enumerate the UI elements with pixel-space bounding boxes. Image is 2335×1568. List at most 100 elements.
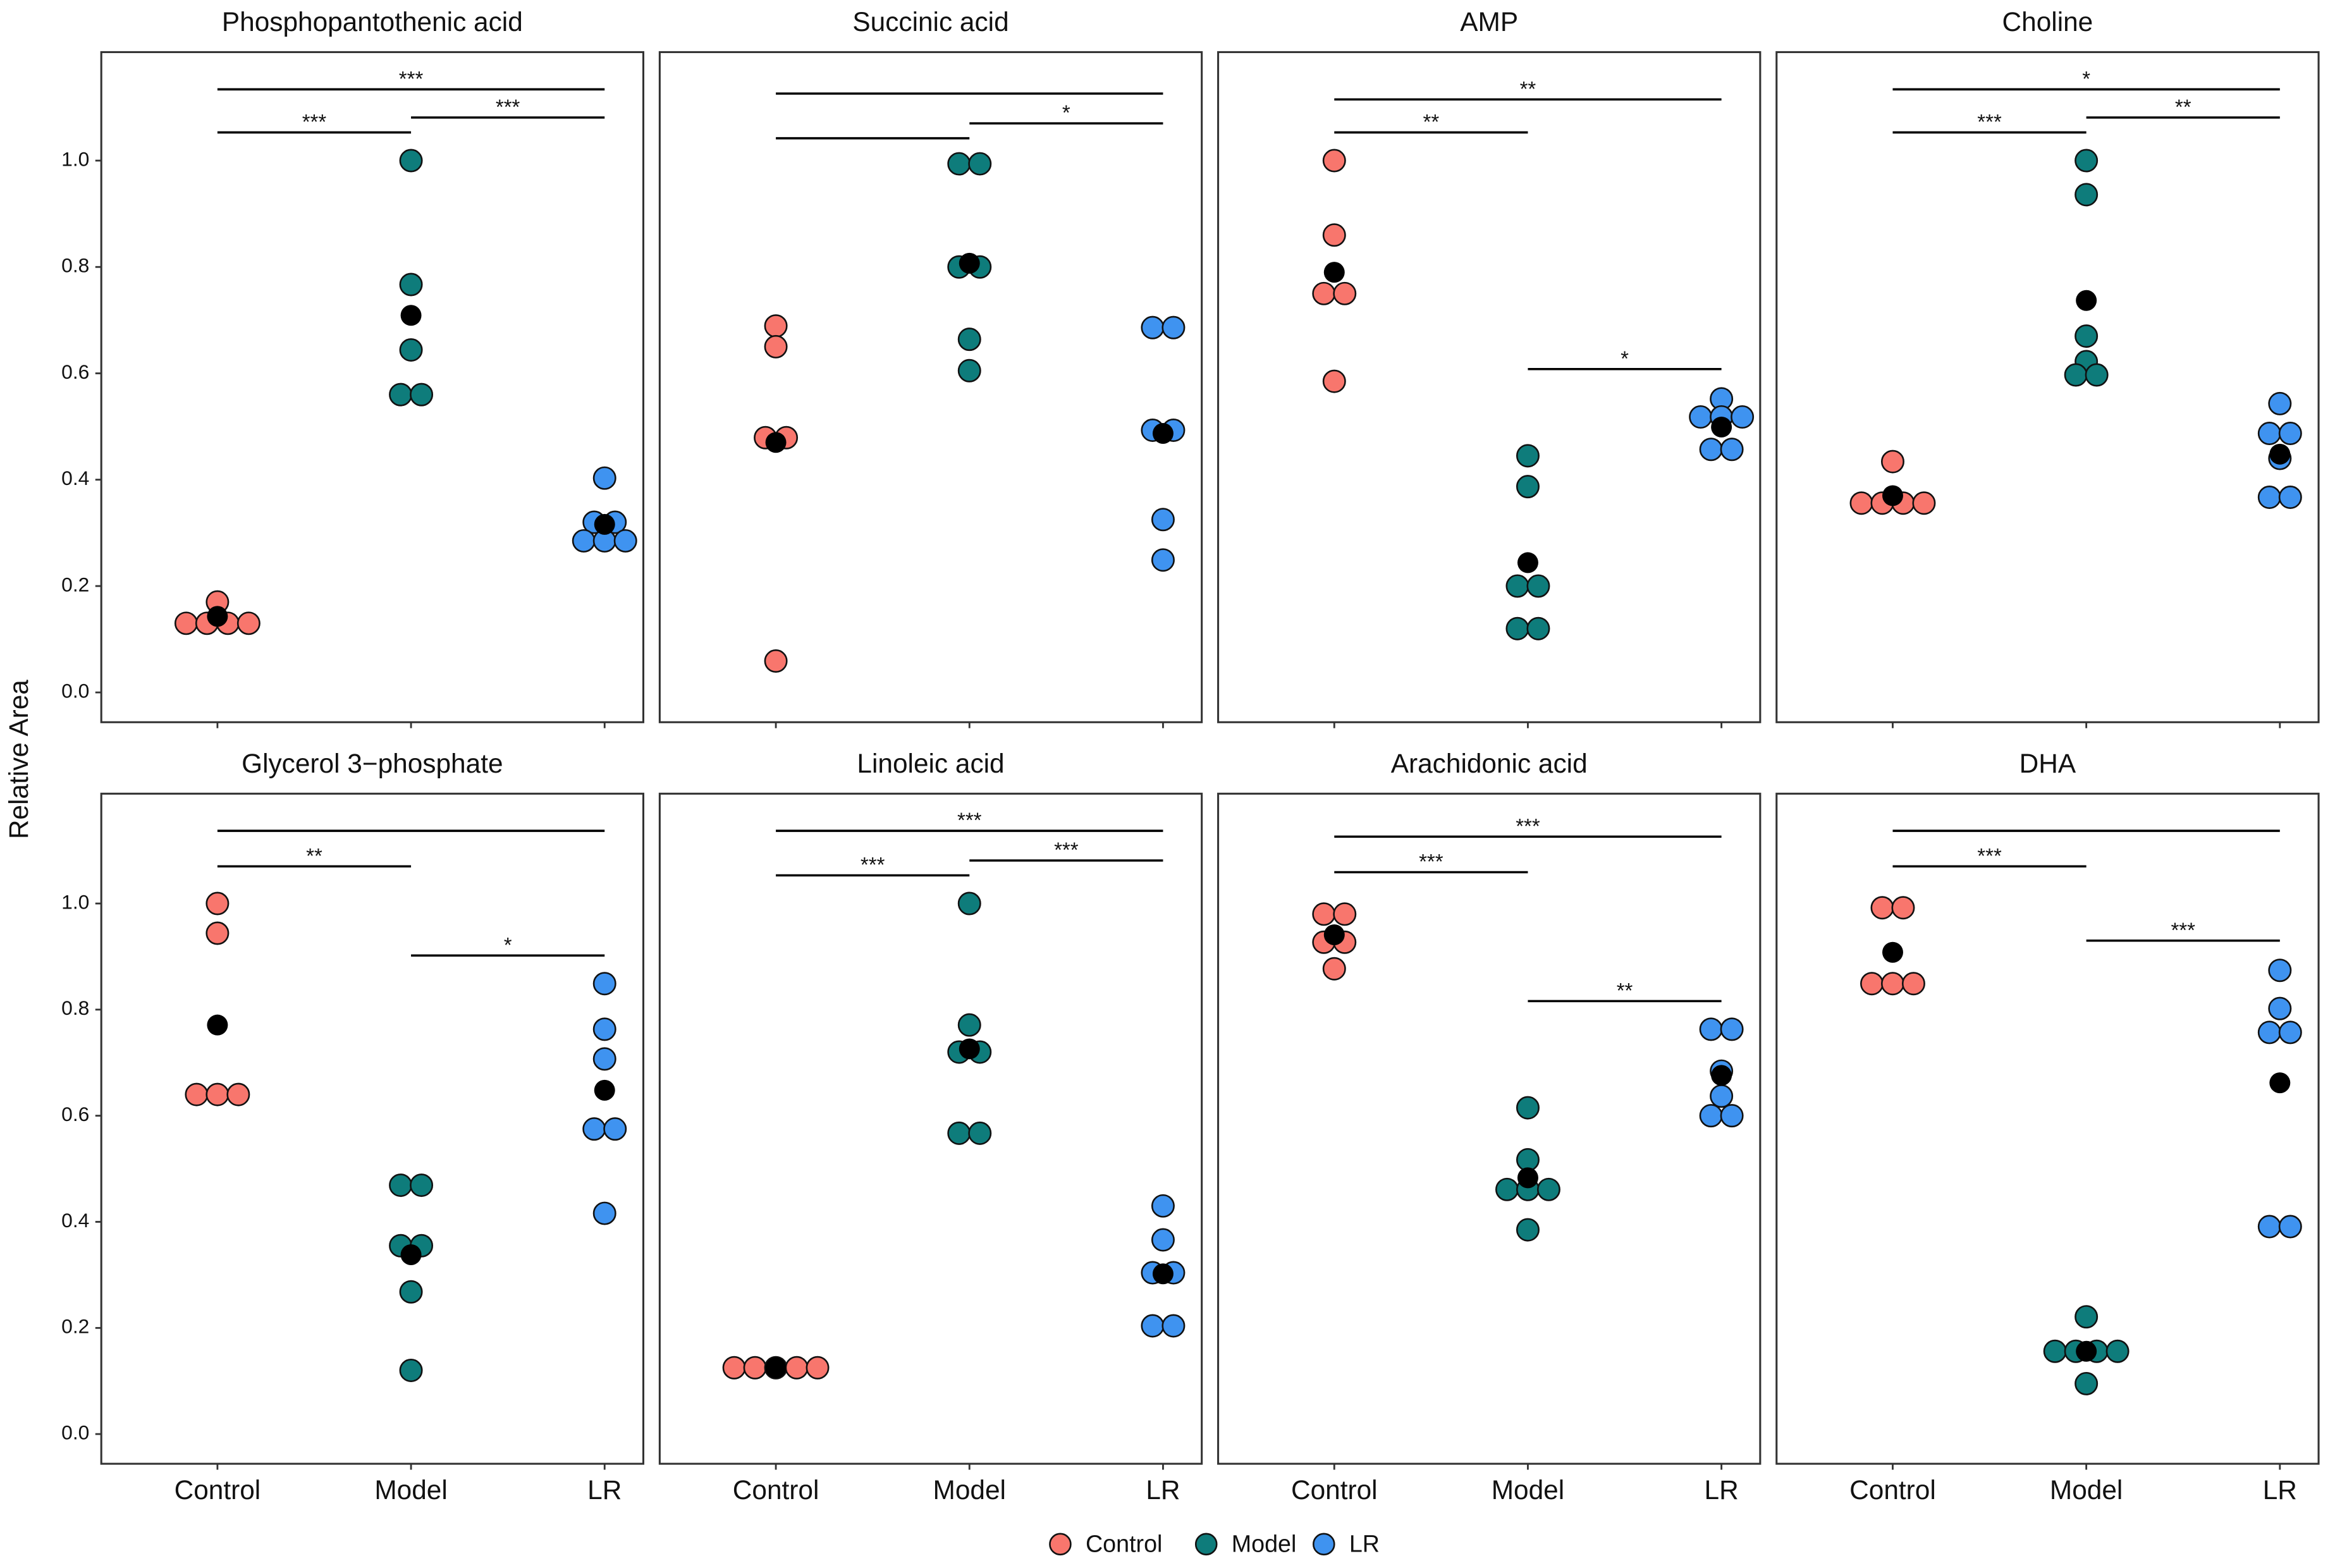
data-point — [399, 338, 423, 362]
data-point — [2278, 485, 2302, 509]
data-point — [592, 1017, 616, 1041]
data-point — [2085, 363, 2109, 387]
significance-label: *** — [1054, 838, 1079, 862]
mean-point — [1711, 1065, 1732, 1086]
data-point — [2075, 183, 2099, 207]
legend-swatch — [1194, 1533, 1218, 1556]
mean-point — [1517, 552, 1538, 573]
significance-label: * — [2082, 67, 2090, 90]
data-point — [2075, 1371, 2099, 1395]
data-point — [2268, 996, 2292, 1020]
data-point — [1870, 896, 1894, 920]
significance-label: *** — [1516, 814, 1540, 838]
data-point — [1860, 972, 1884, 996]
mean-point — [959, 252, 980, 274]
x-tick-label: LR — [2263, 1475, 2297, 1505]
data-point — [1536, 1177, 1560, 1201]
panel-frame — [658, 792, 1203, 1465]
data-point — [1849, 491, 1873, 515]
mean-point — [400, 305, 422, 326]
data-point — [764, 314, 788, 338]
significance-label: *** — [1419, 850, 1443, 873]
panel-title: AMP — [1460, 7, 1518, 37]
data-point — [1333, 281, 1357, 305]
data-point — [968, 152, 992, 176]
significance-label: *** — [2171, 918, 2195, 941]
data-point — [1161, 315, 1186, 340]
y-tick-label: 0.0 — [61, 680, 89, 702]
data-point — [399, 149, 423, 173]
data-point — [592, 466, 616, 490]
y-tick-label: 0.2 — [61, 573, 89, 596]
data-point — [410, 383, 434, 407]
data-point — [1495, 1177, 1519, 1201]
y-tick-label: 0.6 — [61, 360, 89, 383]
data-point — [582, 1117, 606, 1141]
data-point — [1505, 574, 1529, 598]
significance-label: ** — [1617, 979, 1633, 1002]
panel-frame — [1217, 792, 1762, 1465]
significance-label: ** — [2175, 95, 2191, 118]
significance-label: *** — [302, 110, 327, 133]
mean-point — [1517, 1167, 1538, 1189]
data-point — [2278, 422, 2302, 446]
significance-label: ** — [1520, 77, 1536, 101]
y-axis-title: Relative Area — [4, 680, 34, 839]
panel-title: Glycerol 3−phosphate — [242, 749, 503, 778]
data-point — [1516, 1148, 1540, 1172]
data-point — [2064, 363, 2088, 387]
significance-label: *** — [957, 809, 982, 832]
data-point — [2075, 149, 2099, 173]
data-point — [2043, 1339, 2067, 1363]
data-point — [205, 921, 230, 945]
data-point — [1901, 972, 1925, 996]
panel-title: Choline — [2002, 7, 2093, 37]
data-point — [1516, 475, 1540, 499]
data-point — [1689, 405, 1713, 429]
data-point — [389, 1173, 413, 1197]
data-point — [806, 1356, 830, 1380]
data-point — [2105, 1339, 2130, 1363]
data-point — [1151, 548, 1175, 572]
x-tick-label: Control — [175, 1475, 261, 1505]
y-tick-label: 0.8 — [61, 254, 89, 277]
data-point — [2257, 485, 2281, 509]
data-point — [1720, 438, 1744, 462]
legend-swatch — [1313, 1533, 1335, 1556]
data-point — [2268, 391, 2292, 415]
data-point — [205, 891, 230, 916]
panel-title: Succinic acid — [852, 7, 1008, 37]
data-point — [1912, 491, 1936, 515]
data-point — [2257, 1020, 2281, 1044]
data-point — [572, 529, 596, 553]
significance-label: *** — [496, 95, 520, 118]
data-point — [399, 1358, 423, 1382]
mean-point — [1152, 423, 1174, 444]
mean-point — [1711, 416, 1732, 438]
data-point — [1322, 957, 1346, 981]
mean-point — [2076, 290, 2097, 311]
data-point — [957, 1013, 981, 1037]
significance-label: ** — [1423, 110, 1440, 133]
data-point — [603, 1117, 627, 1141]
data-point — [1699, 1017, 1723, 1041]
legend-label: LR — [1349, 1531, 1380, 1557]
data-point — [1880, 972, 1904, 996]
data-point — [2257, 422, 2281, 446]
significance-label: *** — [1977, 844, 2002, 867]
data-point — [1699, 1104, 1723, 1128]
mean-point — [594, 1079, 615, 1101]
data-point — [592, 1201, 616, 1225]
data-point — [785, 1356, 809, 1380]
mean-point — [1323, 924, 1345, 946]
data-point — [2075, 324, 2099, 348]
data-point — [1720, 1017, 1744, 1041]
significance-label: ** — [306, 844, 322, 867]
data-point — [1699, 438, 1723, 462]
data-point — [410, 1173, 434, 1197]
data-point — [1161, 1314, 1186, 1338]
data-point — [1312, 281, 1336, 305]
data-point — [1322, 223, 1346, 247]
mean-point — [1152, 1263, 1174, 1285]
